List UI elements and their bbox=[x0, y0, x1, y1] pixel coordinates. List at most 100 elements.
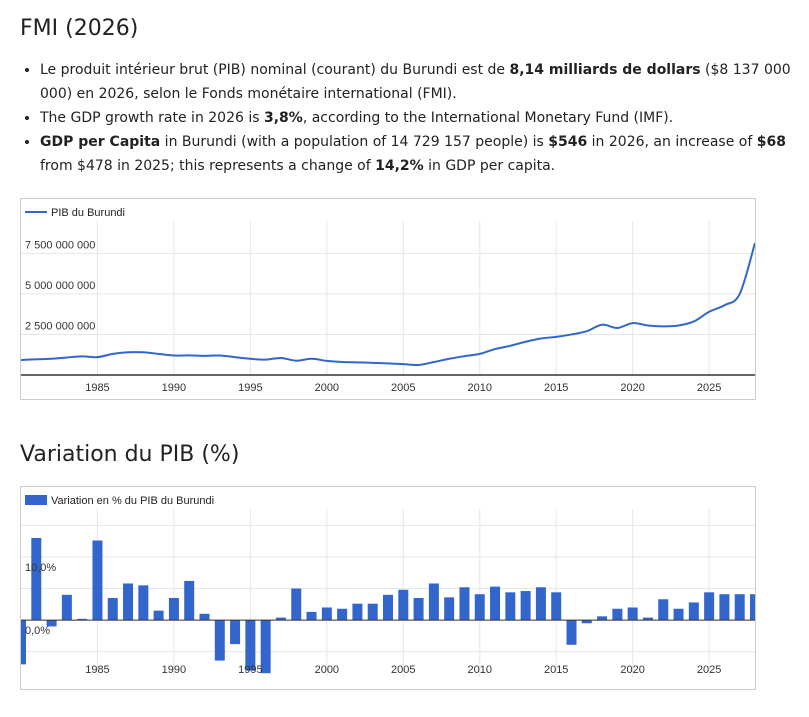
variation-bar bbox=[704, 592, 715, 621]
bullet-text: in GDP per capita. bbox=[423, 158, 556, 174]
variation-bar bbox=[138, 585, 149, 621]
variation-bar bbox=[642, 617, 653, 621]
section-title-variation: Variation du PIB (%) bbox=[20, 442, 240, 467]
summary-bullet: The GDP growth rate in 2026 is 3,8%, acc… bbox=[40, 106, 800, 130]
variation-bar bbox=[566, 620, 577, 645]
variation-bar bbox=[352, 603, 363, 621]
variation-bar bbox=[260, 620, 271, 674]
variation-bar bbox=[673, 608, 684, 621]
variation-bar bbox=[474, 594, 485, 621]
summary-bullet: GDP per Capita in Burundi (with a popula… bbox=[40, 130, 800, 178]
bullet-text: in Burundi (with a population of 14 729 … bbox=[160, 134, 549, 150]
variation-bar bbox=[658, 599, 669, 621]
variation-bar bbox=[77, 618, 88, 621]
summary-bullet-list: Le produit intérieur brut (PIB) nominal … bbox=[20, 58, 800, 178]
variation-bar bbox=[337, 608, 348, 621]
bullet-bold-text: 14,2% bbox=[375, 158, 424, 174]
variation-bar bbox=[581, 620, 592, 624]
variation-bar bbox=[444, 597, 455, 621]
bullet-bold-text: $68 bbox=[756, 134, 786, 150]
variation-bar bbox=[383, 594, 393, 621]
variation-bar bbox=[490, 586, 501, 621]
variation-bar bbox=[597, 616, 608, 621]
variation-bar bbox=[367, 603, 378, 621]
bullet-text: The GDP growth rate in 2026 is bbox=[40, 110, 264, 126]
y-tick-label: 5 000 000 000 bbox=[25, 280, 95, 292]
summary-bullet: Le produit intérieur brut (PIB) nominal … bbox=[40, 58, 800, 106]
bullet-bold-text: 3,8% bbox=[264, 110, 303, 126]
variation-bar bbox=[413, 598, 424, 621]
variation-bar bbox=[245, 620, 256, 671]
x-tick-label: 1990 bbox=[162, 382, 186, 394]
variation-bar bbox=[551, 592, 562, 621]
x-tick-label: 2020 bbox=[620, 382, 644, 394]
x-tick-label: 2015 bbox=[544, 382, 568, 394]
bullet-bold-text: GDP per Capita bbox=[40, 134, 161, 150]
x-tick-label: 2025 bbox=[697, 664, 721, 676]
x-tick-label: 2000 bbox=[315, 382, 339, 394]
x-tick-label: 2015 bbox=[544, 664, 568, 676]
variation-bar bbox=[428, 583, 439, 621]
variation-bar bbox=[199, 613, 210, 621]
variation-bar bbox=[184, 580, 195, 621]
x-tick-label: 1985 bbox=[85, 664, 109, 676]
variation-bar bbox=[535, 587, 546, 621]
bullet-bold-text: $546 bbox=[548, 134, 588, 150]
variation-bar bbox=[92, 540, 103, 621]
gdp-variation-bar-chart: 0,0% 10,0% 1985 1990 1995 2000 2005 2010 2015 202… bbox=[20, 486, 756, 690]
variation-bar bbox=[398, 589, 409, 621]
bullet-text: from $478 in 2025; this represents a cha… bbox=[40, 158, 376, 174]
variation-bar bbox=[750, 594, 755, 621]
y-tick-label: 10,0% bbox=[25, 562, 56, 574]
legend-label: Variation en % du PIB du Burundi bbox=[51, 495, 214, 507]
variation-bar bbox=[153, 610, 164, 621]
variation-bar bbox=[123, 583, 134, 621]
bullet-bold-text: 8,14 milliards de dollars bbox=[509, 62, 701, 78]
gdp-variation-bar-chart-svg: 0,0% 10,0% 1985 1990 1995 2000 2005 2010 2015 202… bbox=[21, 495, 755, 677]
section-title-fmi: FMI (2026) bbox=[20, 16, 139, 41]
x-tick-label: 1990 bbox=[162, 664, 186, 676]
y-tick-label: 7 500 000 000 bbox=[25, 239, 95, 251]
bullet-text: Le produit intérieur brut (PIB) nominal … bbox=[40, 62, 510, 78]
variation-bar bbox=[61, 594, 72, 621]
variation-bar bbox=[627, 607, 638, 621]
variation-bar bbox=[21, 620, 26, 665]
gdp-series-line bbox=[21, 242, 755, 367]
variation-bar bbox=[275, 617, 286, 621]
bullet-text: ($8 137 000 000) en 2026, selon le Fonds… bbox=[40, 62, 791, 102]
variation-bar bbox=[291, 588, 302, 621]
variation-bar bbox=[459, 587, 470, 621]
variation-bar bbox=[214, 620, 225, 661]
variation-bar bbox=[688, 602, 699, 621]
variation-bar bbox=[168, 598, 179, 621]
x-tick-label: 2005 bbox=[391, 382, 415, 394]
legend-bar-swatch bbox=[25, 495, 47, 505]
x-tick-label: 1985 bbox=[85, 382, 109, 394]
variation-bar bbox=[612, 608, 623, 621]
x-tick-label: 2000 bbox=[315, 664, 339, 676]
x-tick-label: 2020 bbox=[620, 664, 644, 676]
gdp-line-chart-svg: 2 500 000 000 5 000 000 000 7 500 000 000 1… bbox=[21, 207, 755, 394]
variation-bar bbox=[230, 620, 241, 645]
variation-bar bbox=[520, 591, 531, 621]
y-tick-label: 2 500 000 000 bbox=[25, 320, 95, 332]
variation-bar bbox=[734, 594, 745, 621]
variation-bar bbox=[306, 611, 317, 621]
gdp-line-chart: 2 500 000 000 5 000 000 000 7 500 000 000 1… bbox=[20, 198, 756, 400]
bullet-text: , according to the International Monetar… bbox=[302, 110, 674, 126]
variation-bar bbox=[107, 598, 118, 621]
bullet-text: in 2026, an increase of bbox=[587, 134, 757, 150]
variation-bar bbox=[505, 592, 516, 621]
x-tick-label: 2025 bbox=[697, 382, 721, 394]
x-tick-label: 2005 bbox=[391, 664, 415, 676]
variation-bar bbox=[719, 594, 730, 621]
x-tick-label: 1995 bbox=[238, 664, 262, 676]
y-tick-label: 0,0% bbox=[25, 625, 50, 637]
legend-label: PIB du Burundi bbox=[51, 207, 125, 219]
x-tick-label: 2010 bbox=[468, 382, 492, 394]
variation-bar bbox=[31, 537, 42, 621]
variation-bar bbox=[46, 620, 57, 627]
variation-bar bbox=[321, 607, 332, 621]
x-tick-label: 2010 bbox=[468, 664, 492, 676]
x-tick-label: 1995 bbox=[238, 382, 262, 394]
